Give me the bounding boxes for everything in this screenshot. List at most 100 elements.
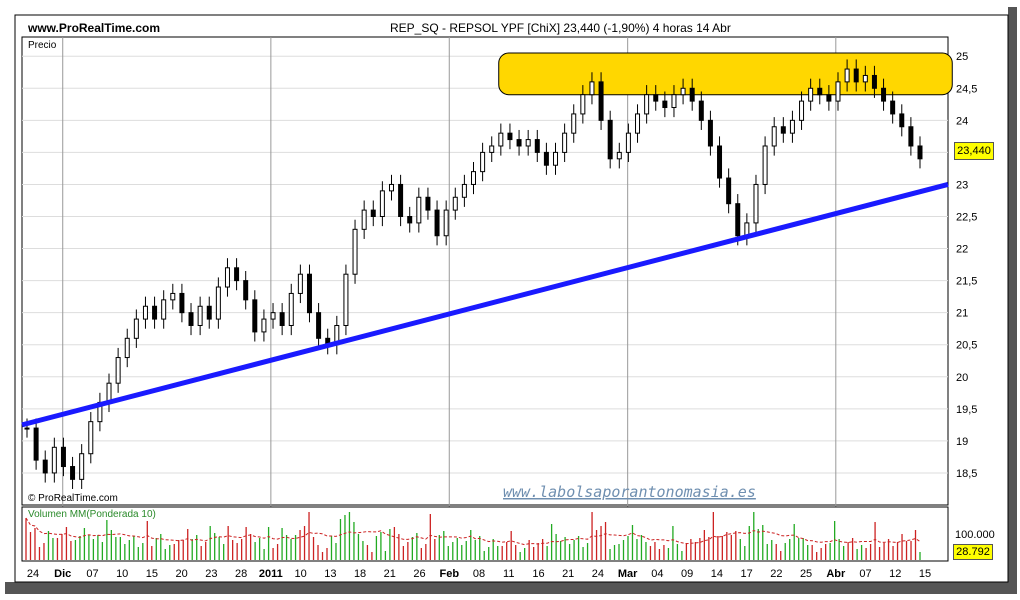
candle-body [908,126,914,147]
candle-body [316,312,322,339]
candle-body [625,132,631,153]
candle-body [279,312,285,326]
time-tick-label: 10 [116,568,128,580]
candle-body [562,132,568,153]
candle-body [124,337,130,359]
candle-body [60,446,66,468]
candle-body [33,427,39,461]
time-tick-label: 21 [384,568,396,580]
candle-body [379,190,385,218]
candle-body [717,145,723,179]
time-tick-label: 22 [770,568,782,580]
candle-body [234,267,240,282]
time-tick-label: 24 [592,568,604,580]
time-tick-label: 04 [651,568,663,580]
candle-body [525,139,531,147]
candle-body [197,305,203,326]
watermark-link[interactable]: www.labolsaporantonomasia.es [503,483,756,501]
time-tick-label: 09 [681,568,693,580]
time-tick-label: 15 [146,568,158,580]
time-tick-label: Mar [618,568,638,580]
candle-body [771,126,777,147]
support-trendline [21,182,949,428]
candle-body [188,312,194,326]
candle-body [388,183,394,192]
candle-body [607,119,613,160]
price-panel [21,36,949,506]
volume-bars [25,512,921,560]
time-tick-label: 11 [503,568,514,580]
candle-body [635,113,641,134]
volume-label: Volumen MM(Ponderada 10) [28,509,156,520]
candle-body [853,68,859,83]
candle-body [297,273,303,294]
candle-body [753,183,759,224]
candle-body [370,209,376,218]
candle-body [70,466,76,480]
time-tick-label: 10 [294,568,306,580]
candle-body [726,177,732,205]
candle-body [480,151,486,173]
candle-body [644,94,650,115]
candle-body [224,267,230,288]
candle-body [589,81,595,96]
time-tick-label: Abr [826,568,846,580]
candle-body [817,87,823,96]
price-tick-label: 21,5 [956,276,977,288]
current-volume-badge: 28.792 [953,544,993,560]
time-tick-label: 20 [176,568,188,580]
price-tick-label: 18,5 [956,468,977,480]
candle-body [698,100,704,121]
price-tick-label: 20 [956,372,968,384]
time-tick-label: 15 [919,568,931,580]
candle-body [789,119,795,134]
candle-body [826,94,832,102]
time-tick-label: 21 [562,568,574,580]
price-label: Precio [28,40,57,51]
candle-body [243,280,249,301]
candle-body [170,292,176,301]
candle-body [689,87,695,102]
candle-body [917,145,923,160]
candle-body [51,446,57,474]
candle-body [534,139,540,153]
candle-body [571,113,577,134]
candle-body [161,299,167,320]
candle-body [871,74,877,89]
current-price-badge: 23,440 [954,142,994,160]
candle-body [79,453,85,480]
candle-body [343,273,349,326]
time-tick-label: 18 [354,568,366,580]
candle-body [598,81,604,121]
candle-body [434,209,440,237]
candle-body [498,132,504,147]
time-tick-label: 26 [413,568,425,580]
candle-body [762,145,768,185]
price-tick-label: 22 [956,244,968,256]
candle-body [270,312,276,320]
time-tick-label: 28 [235,568,247,580]
candle-body [206,305,212,320]
candle-body [881,87,887,102]
time-tick-label: 07 [859,568,871,580]
candle-body [252,299,258,333]
candle-body [680,87,686,96]
candle-body [152,305,158,320]
candle-body [88,421,94,455]
candle-body [899,113,905,128]
candle-body [653,94,659,102]
candle-body [261,318,267,333]
time-tick-label: Dic [54,568,71,580]
price-tick-label: 24,5 [956,83,977,95]
candle-body [707,119,713,147]
candle-body [662,100,668,109]
price-grid [22,55,948,474]
time-tick-label: 25 [800,568,812,580]
price-tick-label: 21 [956,308,968,320]
candle-body [288,292,294,326]
candle-body [616,151,622,160]
price-axis: 18,51919,52020,52121,52222,52323,52424,5… [956,51,977,480]
price-tick-label: 19 [956,436,968,448]
time-tick-label: 14 [711,568,723,580]
